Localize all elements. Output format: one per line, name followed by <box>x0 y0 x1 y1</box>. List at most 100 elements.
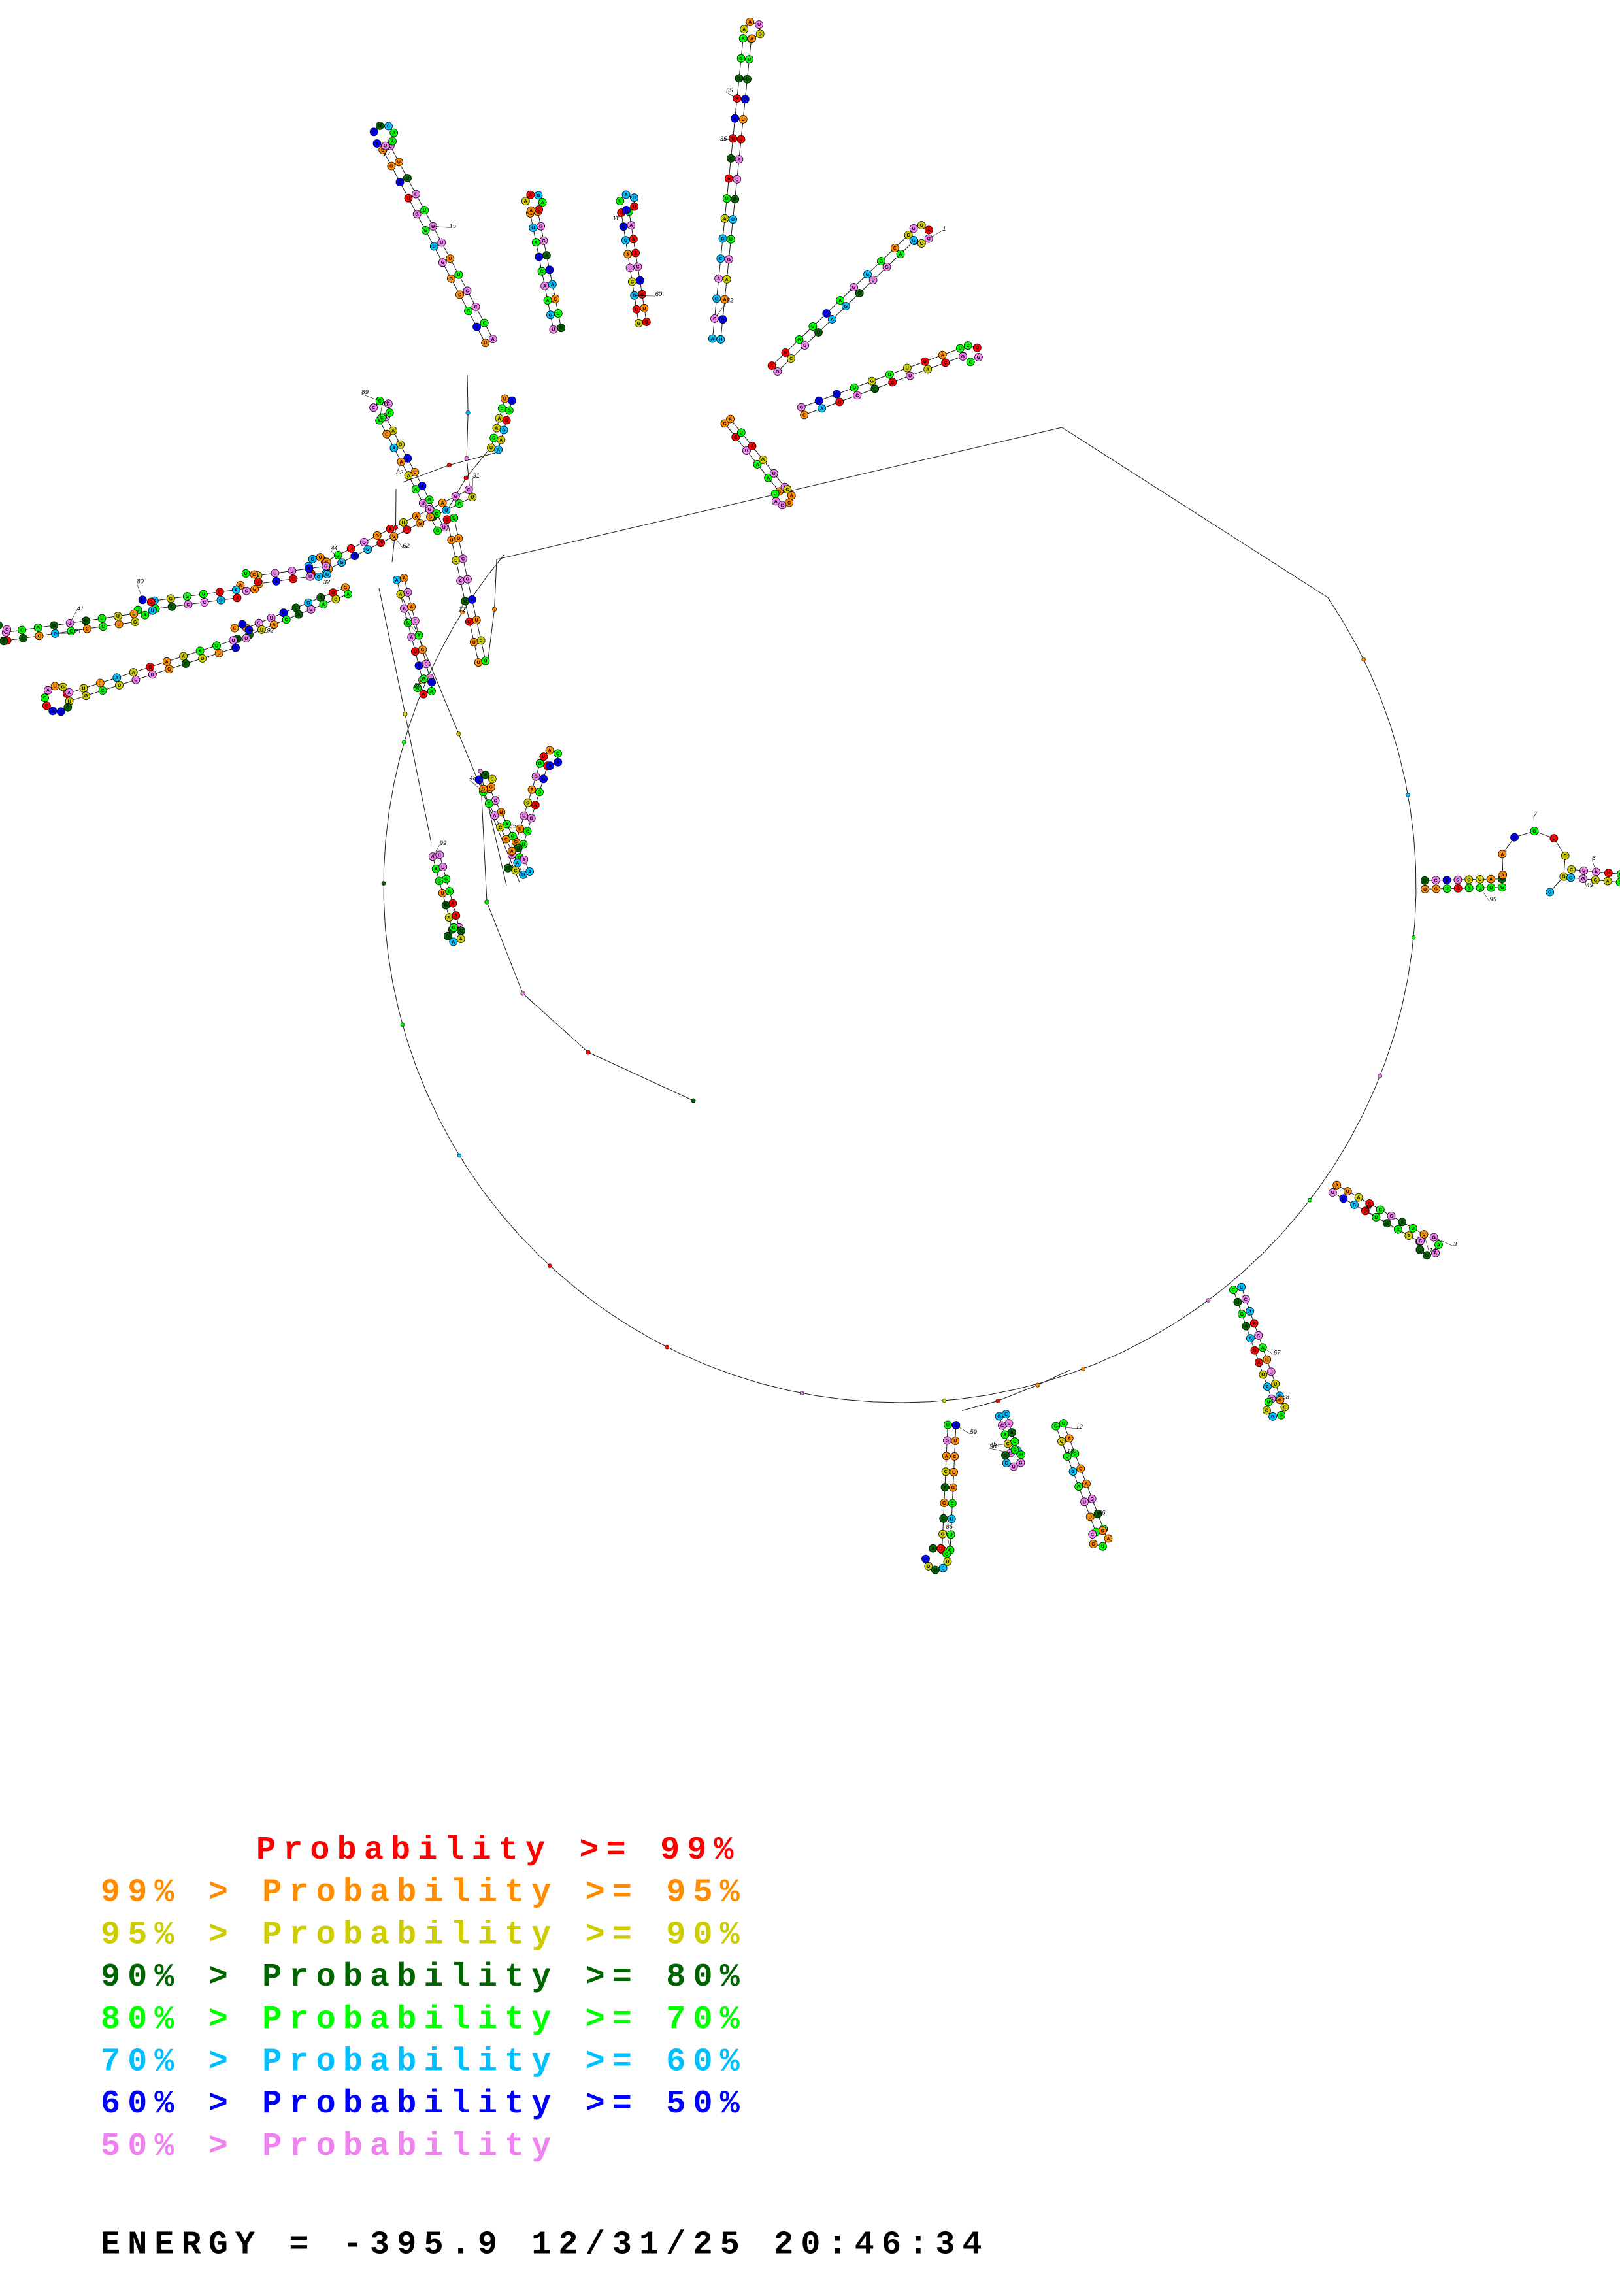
svg-text:U: U <box>202 593 205 597</box>
svg-text:89: 89 <box>361 389 369 396</box>
svg-text:G: G <box>389 165 393 169</box>
svg-text:68: 68 <box>1282 1394 1289 1401</box>
svg-text:C: C <box>514 869 517 873</box>
svg-text:U: U <box>452 516 455 521</box>
svg-text:C: C <box>148 665 152 670</box>
svg-text:41: 41 <box>77 605 84 612</box>
svg-text:A: A <box>943 1486 946 1490</box>
svg-text:U: U <box>1446 887 1449 891</box>
svg-text:G: G <box>84 694 88 699</box>
svg-text:G: G <box>549 313 553 318</box>
svg-text:A: A <box>529 209 533 214</box>
svg-text:G: G <box>1500 886 1504 890</box>
svg-text:G: G <box>554 297 557 302</box>
svg-text:C: C <box>537 208 540 212</box>
svg-text:C: C <box>1265 1409 1268 1414</box>
svg-text:U: U <box>517 846 520 851</box>
svg-text:G: G <box>1019 1461 1023 1465</box>
svg-text:A: A <box>926 367 929 372</box>
svg-text:A: A <box>629 224 633 228</box>
svg-text:G: G <box>353 554 357 559</box>
svg-text:A: A <box>727 177 731 182</box>
svg-text:G: G <box>784 351 787 356</box>
svg-text:C: C <box>504 838 508 842</box>
svg-text:96: 96 <box>989 1443 997 1450</box>
svg-text:C: C <box>483 322 486 326</box>
svg-text:C: C <box>1422 1233 1425 1237</box>
svg-text:A: A <box>1606 880 1610 884</box>
svg-text:U: U <box>273 572 276 576</box>
svg-text:U: U <box>1607 871 1610 876</box>
svg-text:77: 77 <box>384 151 391 158</box>
svg-text:A: A <box>529 193 532 198</box>
svg-text:49: 49 <box>1586 882 1593 889</box>
svg-text:C: C <box>467 488 471 493</box>
svg-text:A: A <box>551 283 554 288</box>
svg-text:A: A <box>556 761 559 765</box>
svg-text:C: C <box>378 399 382 404</box>
svg-text:C: C <box>1570 868 1573 873</box>
svg-text:G: G <box>1271 1415 1275 1420</box>
svg-text:U: U <box>489 446 493 451</box>
svg-text:C: C <box>1389 1214 1393 1219</box>
svg-text:U: U <box>1083 1500 1086 1505</box>
svg-text:95: 95 <box>1489 896 1496 903</box>
svg-text:U: U <box>484 341 487 346</box>
svg-text:G: G <box>844 305 848 309</box>
svg-text:U: U <box>733 197 736 202</box>
svg-text:65: 65 <box>509 823 516 830</box>
svg-text:U: U <box>1423 888 1427 892</box>
svg-text:G: G <box>448 890 452 894</box>
svg-text:G: G <box>1513 836 1517 840</box>
svg-text:U: U <box>1489 886 1493 891</box>
svg-text:A: A <box>820 407 823 411</box>
svg-text:G: G <box>436 529 440 534</box>
svg-text:C: C <box>1456 878 1459 883</box>
svg-text:C: C <box>285 618 288 622</box>
svg-text:U: U <box>1012 1465 1016 1470</box>
svg-text:U: U <box>440 241 443 246</box>
svg-text:U: U <box>484 659 487 664</box>
svg-text:C: C <box>458 293 461 297</box>
svg-text:G: G <box>511 835 515 839</box>
svg-text:G: G <box>526 801 530 806</box>
svg-text:80: 80 <box>137 578 144 586</box>
svg-text:U: U <box>624 239 627 243</box>
svg-text:G: G <box>870 380 874 384</box>
svg-text:C: C <box>480 639 483 643</box>
svg-text:G: G <box>542 777 546 782</box>
svg-text:A: A <box>484 773 487 778</box>
svg-text:G: G <box>538 762 542 767</box>
svg-text:A: A <box>403 576 406 581</box>
svg-text:C: C <box>150 601 153 605</box>
svg-text:G: G <box>1280 1414 1283 1418</box>
svg-text:G: G <box>1548 891 1552 895</box>
svg-text:C: C <box>557 312 560 316</box>
svg-text:U: U <box>141 598 144 603</box>
svg-text:Probability >= 99%: Probability >= 99% <box>256 1832 741 1869</box>
svg-text:G: G <box>866 273 870 277</box>
svg-text:G: G <box>852 286 856 290</box>
svg-text:A: A <box>297 613 301 618</box>
svg-text:A: A <box>1257 1361 1261 1365</box>
svg-text:A: A <box>415 514 418 519</box>
svg-text:C: C <box>622 225 625 229</box>
svg-text:61: 61 <box>382 401 389 408</box>
svg-text:C: C <box>501 407 504 412</box>
svg-text:35: 35 <box>720 135 727 142</box>
svg-text:A: A <box>528 870 531 874</box>
svg-text:C: C <box>291 577 295 582</box>
svg-text:C: C <box>218 590 222 595</box>
svg-text:C: C <box>780 503 784 508</box>
svg-text:A: A <box>624 193 627 197</box>
svg-text:G: G <box>418 522 422 526</box>
svg-text:A: A <box>417 634 420 639</box>
svg-text:A: A <box>737 158 740 162</box>
svg-text:A: A <box>543 284 546 289</box>
svg-text:C: C <box>1283 1406 1286 1410</box>
svg-text:A: A <box>235 596 239 601</box>
svg-text:A: A <box>524 199 527 204</box>
svg-text:A: A <box>1500 852 1504 857</box>
svg-text:U: U <box>1412 1227 1415 1231</box>
svg-text:A: A <box>742 37 745 41</box>
